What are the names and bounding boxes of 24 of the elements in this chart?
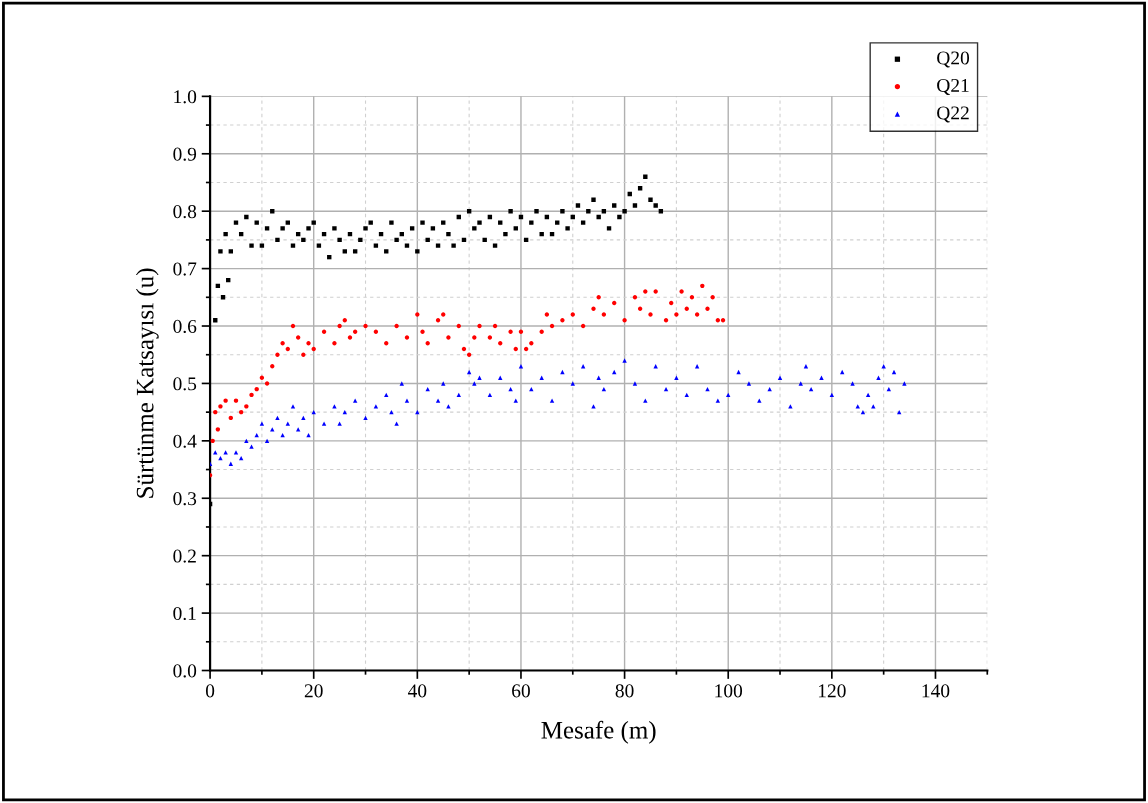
x-tick-label: 0 [205, 684, 215, 698]
y-axis-title: Sürtünme Katsayısı (u) [135, 268, 159, 498]
legend-label: Q22 [937, 106, 969, 123]
x-tick-label: 80 [615, 684, 634, 698]
y-tick-label: 0.9 [173, 147, 197, 161]
y-tick-label: 0.4 [173, 434, 197, 448]
x-tick-label: 100 [715, 684, 743, 698]
y-tick-label: 0.7 [173, 262, 197, 276]
y-tick-label: 0.1 [173, 606, 196, 621]
x-tick-label: 60 [512, 684, 530, 698]
x-tick-label: 40 [407, 684, 427, 698]
x-axis-title: Mesafe (m) [541, 720, 656, 744]
y-tick-label: 0.3 [173, 492, 197, 506]
x-tick-label: 120 [818, 684, 846, 698]
y-tick-label: 1.0 [174, 90, 197, 104]
legend-label: Q21 [937, 78, 969, 95]
y-tick-label: 0.5 [173, 377, 197, 391]
y-tick-label: 0.0 [173, 664, 197, 678]
legend-label: Q20 [937, 51, 970, 68]
y-tick-label: 0.6 [173, 319, 197, 334]
y-tick-label: 0.2 [173, 549, 196, 563]
x-tick-label: 20 [304, 684, 323, 698]
x-tick-label: 140 [922, 684, 950, 698]
y-tick-label: 0.8 [173, 205, 197, 219]
